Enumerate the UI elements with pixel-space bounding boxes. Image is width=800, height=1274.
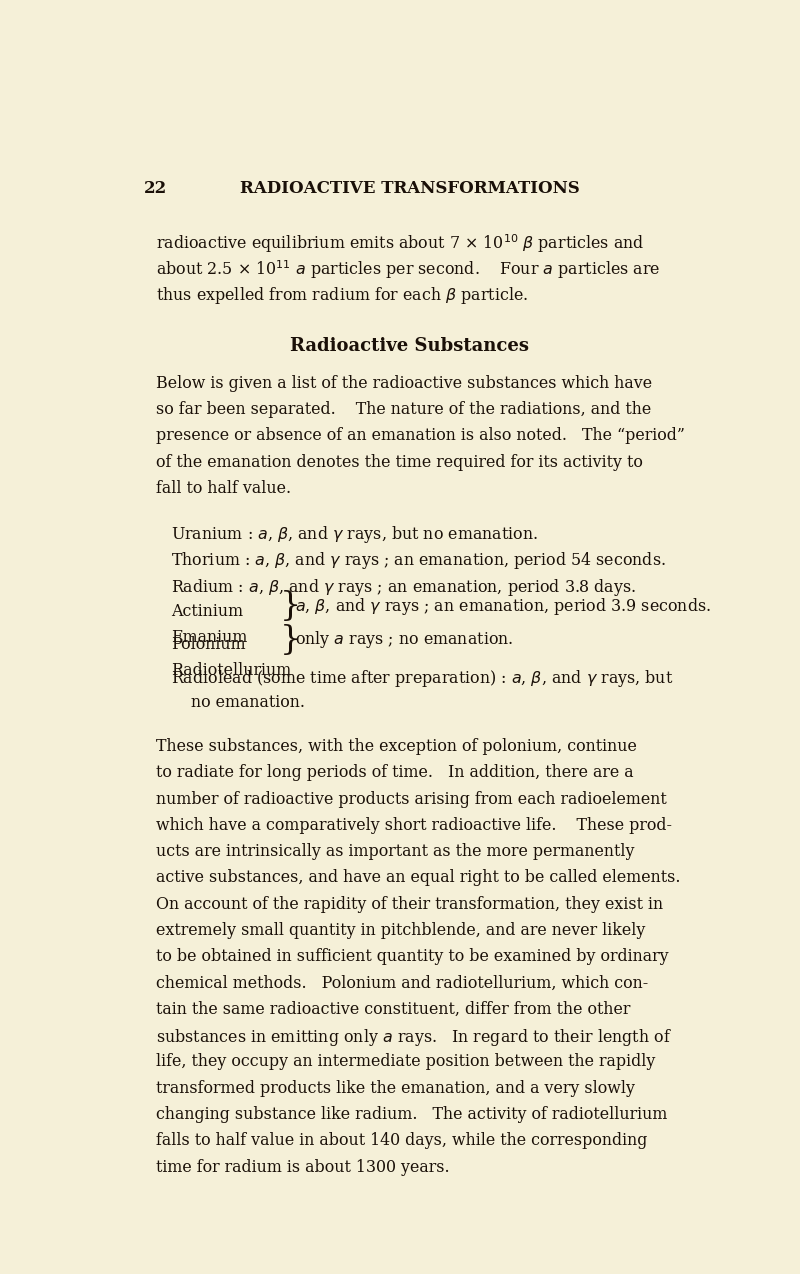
Text: Actinium: Actinium: [171, 603, 243, 620]
Text: of the emanation denotes the time required for its activity to: of the emanation denotes the time requir…: [156, 454, 642, 470]
Text: Below is given a list of the radioactive substances which have: Below is given a list of the radioactive…: [156, 375, 652, 392]
Text: about 2.5 $\times$ 10$^{11}$ $a$ particles per second.    Four $a$ particles are: about 2.5 $\times$ 10$^{11}$ $a$ particl…: [156, 259, 660, 282]
Text: substances in emitting only $a$ rays.   In regard to their length of: substances in emitting only $a$ rays. In…: [156, 1027, 672, 1049]
Text: $a$, $\beta$, and $\gamma$ rays ; an emanation, period 3.9 seconds.: $a$, $\beta$, and $\gamma$ rays ; an ema…: [295, 596, 711, 617]
Text: number of radioactive products arising from each radioelement: number of radioactive products arising f…: [156, 791, 666, 808]
Text: thus expelled from radium for each $\beta$ particle.: thus expelled from radium for each $\bet…: [156, 285, 528, 306]
Text: which have a comparatively short radioactive life.    These prod-: which have a comparatively short radioac…: [156, 817, 672, 834]
Text: Emanium: Emanium: [171, 629, 248, 646]
Text: presence or absence of an emanation is also noted.   The “period”: presence or absence of an emanation is a…: [156, 427, 685, 445]
Text: chemical methods.   Polonium and radiotellurium, which con-: chemical methods. Polonium and radiotell…: [156, 975, 648, 991]
Text: radioactive equilibrium emits about 7 $\times$ 10$^{10}$ $\beta$ particles and: radioactive equilibrium emits about 7 $\…: [156, 232, 644, 255]
Text: only $a$ rays ; no emanation.: only $a$ rays ; no emanation.: [295, 629, 514, 650]
Text: Radioactive Substances: Radioactive Substances: [290, 336, 530, 354]
Text: On account of the rapidity of their transformation, they exist in: On account of the rapidity of their tran…: [156, 896, 663, 912]
Text: RADIOACTIVE TRANSFORMATIONS: RADIOACTIVE TRANSFORMATIONS: [240, 181, 580, 197]
Text: so far been separated.    The nature of the radiations, and the: so far been separated. The nature of the…: [156, 401, 651, 418]
Text: Radiolead (some time after preparation) : $a$, $\beta$, and $\gamma$ rays, but: Radiolead (some time after preparation) …: [171, 668, 674, 689]
Text: falls to half value in about 140 days, while the corresponding: falls to half value in about 140 days, w…: [156, 1133, 647, 1149]
Text: life, they occupy an intermediate position between the rapidly: life, they occupy an intermediate positi…: [156, 1054, 655, 1070]
Text: Radium : $a$, $\beta$, and $\gamma$ rays ; an emanation, period 3.8 days.: Radium : $a$, $\beta$, and $\gamma$ rays…: [171, 577, 636, 598]
Text: changing substance like radium.   The activity of radiotellurium: changing substance like radium. The acti…: [156, 1106, 667, 1124]
Text: Uranium : $a$, $\beta$, and $\gamma$ rays, but no emanation.: Uranium : $a$, $\beta$, and $\gamma$ ray…: [171, 524, 538, 545]
Text: transformed products like the emanation, and a very slowly: transformed products like the emanation,…: [156, 1080, 635, 1097]
Text: Polonium: Polonium: [171, 636, 246, 654]
Text: to be obtained in sufficient quantity to be examined by ordinary: to be obtained in sufficient quantity to…: [156, 948, 669, 966]
Text: Radiotellurium: Radiotellurium: [171, 662, 291, 679]
Text: fall to half value.: fall to half value.: [156, 480, 291, 497]
Text: Thorium : $a$, $\beta$, and $\gamma$ rays ; an emanation, period 54 seconds.: Thorium : $a$, $\beta$, and $\gamma$ ray…: [171, 550, 666, 571]
Text: active substances, and have an equal right to be called elements.: active substances, and have an equal rig…: [156, 869, 680, 887]
Text: time for radium is about 1300 years.: time for radium is about 1300 years.: [156, 1158, 450, 1176]
Text: }: }: [280, 590, 301, 622]
Text: }: }: [280, 623, 301, 656]
Text: 22: 22: [143, 181, 166, 197]
Text: no emanation.: no emanation.: [191, 694, 305, 711]
Text: tain the same radioactive constituent, differ from the other: tain the same radioactive constituent, d…: [156, 1001, 630, 1018]
Text: to radiate for long periods of time.   In addition, there are a: to radiate for long periods of time. In …: [156, 764, 634, 781]
Text: extremely small quantity in pitchblende, and are never likely: extremely small quantity in pitchblende,…: [156, 922, 645, 939]
Text: These substances, with the exception of polonium, continue: These substances, with the exception of …: [156, 738, 637, 755]
Text: ucts are intrinsically as important as the more permanently: ucts are intrinsically as important as t…: [156, 843, 634, 860]
